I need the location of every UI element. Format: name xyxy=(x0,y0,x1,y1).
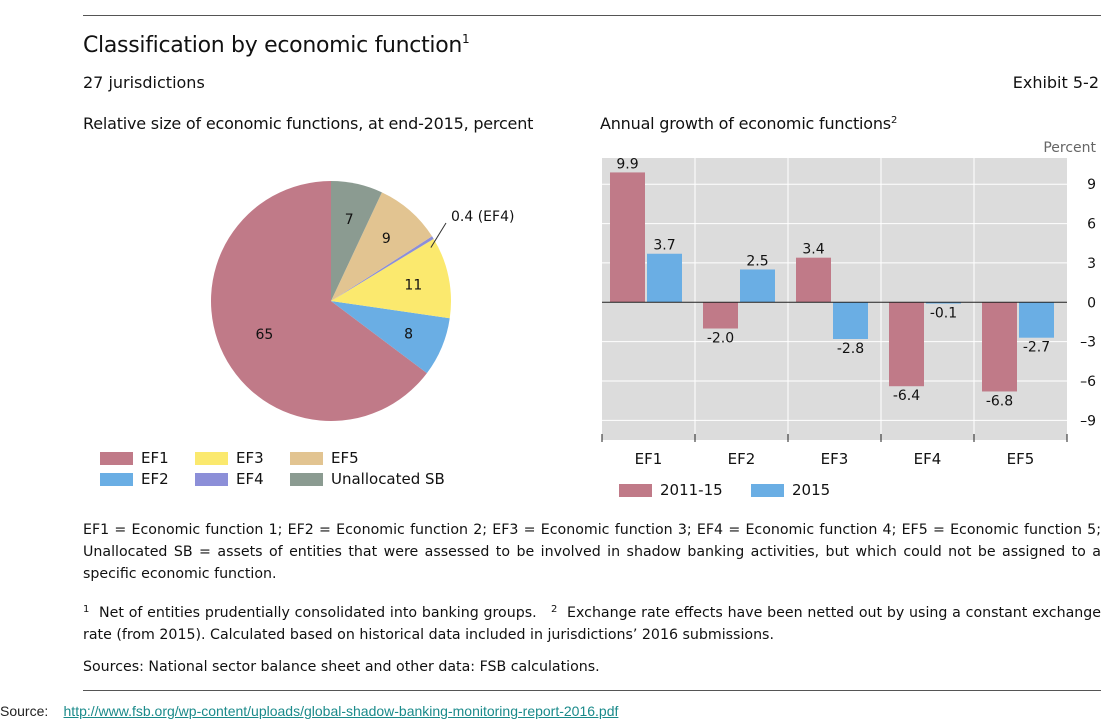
pie-slice-ef4 xyxy=(331,236,434,301)
bar-ef3-2011-15 xyxy=(796,257,831,303)
legend-label: EF5 xyxy=(331,449,359,467)
bar-ef2-2011-15 xyxy=(703,302,738,329)
pie-legend-item-unallocated: Unallocated SB xyxy=(290,470,445,488)
y-tick-label: 9 xyxy=(1087,177,1096,193)
pie-slice-unallocated-sb xyxy=(331,181,382,301)
legend-label: EF2 xyxy=(141,470,169,488)
sources-note: Sources: National sector balance sheet a… xyxy=(83,659,600,675)
bar-label-ef3-2015: -2.8 xyxy=(837,341,864,357)
bar-ef1-2011-15 xyxy=(610,172,645,303)
legend-label: 2015 xyxy=(792,481,831,499)
y-tick-label: –6 xyxy=(1080,374,1096,390)
legend-swatch xyxy=(290,451,323,465)
pie-label-ef3: 11 xyxy=(404,277,422,293)
pie-leader-line xyxy=(430,222,447,248)
source-label: Source: xyxy=(0,703,49,719)
definitions-note: EF1 = Economic function 1; EF2 = Economi… xyxy=(83,522,1101,582)
pie-legend-item-ef3: EF3 xyxy=(195,449,264,467)
bar-ef2-2015 xyxy=(740,269,775,303)
legend-label: EF1 xyxy=(141,449,169,467)
legend-label: EF4 xyxy=(236,470,264,488)
bar-legend-item-2015: 2015 xyxy=(751,481,830,499)
pie-legend-item-ef5: EF5 xyxy=(290,449,359,467)
source-line: Source: http://www.fsb.org/wp-content/up… xyxy=(0,701,618,720)
legend-swatch xyxy=(195,472,228,486)
bar-ef5-2011-15 xyxy=(982,302,1017,392)
legend-swatch xyxy=(100,451,133,465)
y-tick-label: 6 xyxy=(1087,217,1096,233)
legend-swatch xyxy=(290,472,323,486)
bar-ef4-2015 xyxy=(926,302,961,304)
x-category-ef1: EF1 xyxy=(635,450,663,468)
pie-slice-ef5 xyxy=(331,192,433,301)
legend-label: 2011-15 xyxy=(660,481,723,499)
pie-label-ef2: 8 xyxy=(404,326,413,342)
top-rule xyxy=(83,15,1101,16)
y-tick-label: –9 xyxy=(1080,413,1096,429)
pie-slice-ef1 xyxy=(211,181,427,421)
x-category-ef3: EF3 xyxy=(821,450,849,468)
x-category-ef4: EF4 xyxy=(914,450,942,468)
pie-label-ef1: 65 xyxy=(256,327,274,343)
pie-label-unallocated-sb: 7 xyxy=(345,212,354,228)
bar-chart: Percent 9.9 3.7 -2.0 2.5 3.4 -2.8 -6.4 -0.1 -6.8… xyxy=(601,140,1097,468)
pie-title: Relative size of economic functions, at … xyxy=(83,114,534,133)
bar-ef1-2015 xyxy=(647,253,682,303)
legend-label: EF3 xyxy=(236,449,264,467)
bottom-rule xyxy=(83,690,1101,691)
bar-label-ef2-2015: 2.5 xyxy=(746,253,768,269)
pie-chart: 65 8 11 0.4 (EF4) 9 7 xyxy=(211,181,514,421)
pie-legend-item-ef1: EF1 xyxy=(100,449,169,467)
pie-slice-ef2 xyxy=(331,301,450,374)
bar-label-ef5-2011-15: -6.8 xyxy=(986,393,1013,409)
pie-label-ef4: 0.4 (EF4) xyxy=(451,209,514,225)
legend-swatch xyxy=(100,472,133,486)
y-tick-label: –3 xyxy=(1080,335,1096,351)
subtitle: 27 jurisdictions xyxy=(83,73,205,92)
bar-label-ef5-2015: -2.7 xyxy=(1023,340,1050,356)
page-title: Classification by economic function1 xyxy=(83,32,470,58)
pie-legend-item-ef4: EF4 xyxy=(195,470,264,488)
bar-label-ef1-2015: 3.7 xyxy=(653,238,675,254)
bar-label-ef4-2011-15: -6.4 xyxy=(893,388,920,404)
y-tick-label: 0 xyxy=(1087,295,1096,311)
bar-label-ef4-2015: -0.1 xyxy=(930,306,957,322)
bar-ef4-2011-15 xyxy=(889,302,924,387)
bar-ef5-2015 xyxy=(1019,302,1054,338)
legend-swatch xyxy=(619,483,652,497)
bar-label-ef1-2011-15: 9.9 xyxy=(616,156,638,172)
bar-legend-item-2011-15: 2011-15 xyxy=(619,481,723,499)
legend-label: Unallocated SB xyxy=(331,470,445,488)
bar-ef3-2015 xyxy=(833,302,868,340)
source-link[interactable]: http://www.fsb.org/wp-content/uploads/gl… xyxy=(63,703,619,719)
legend-swatch xyxy=(195,451,228,465)
pie-legend-item-ef2: EF2 xyxy=(100,470,169,488)
bar-label-ef3-2011-15: 3.4 xyxy=(802,242,824,258)
bar-label-ef2-2011-15: -2.0 xyxy=(707,331,734,347)
pie-slice-ef3 xyxy=(331,238,451,319)
x-category-ef2: EF2 xyxy=(728,450,756,468)
y-axis-label: Percent xyxy=(1043,140,1096,156)
legend-swatch xyxy=(751,483,784,497)
bar-title: Annual growth of economic functions2 xyxy=(600,114,898,133)
y-tick-label: 3 xyxy=(1087,256,1096,272)
footnotes: 1 Net of entities prudentially consolida… xyxy=(83,604,1101,643)
exhibit-number: Exhibit 5-2 xyxy=(1012,73,1099,92)
pie-label-ef5: 9 xyxy=(382,231,391,247)
x-category-ef5: EF5 xyxy=(1007,450,1035,468)
